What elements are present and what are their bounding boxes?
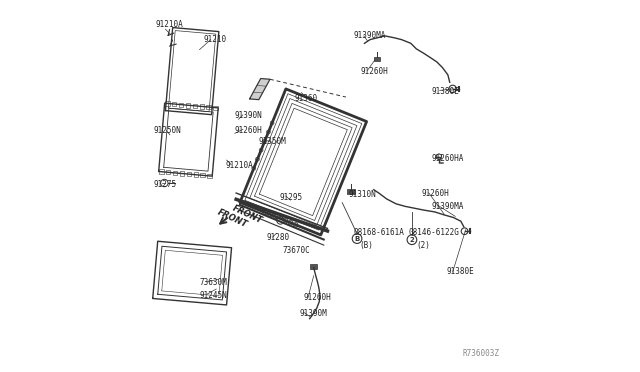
- Circle shape: [289, 221, 293, 225]
- Circle shape: [278, 217, 283, 221]
- Bar: [186, 103, 190, 108]
- Bar: [159, 169, 164, 174]
- Text: 91260HA: 91260HA: [431, 154, 463, 163]
- Circle shape: [161, 179, 168, 187]
- Circle shape: [263, 139, 267, 143]
- Circle shape: [407, 235, 417, 244]
- Circle shape: [276, 217, 284, 224]
- Text: 91390MA: 91390MA: [431, 202, 463, 211]
- Circle shape: [284, 218, 288, 223]
- Text: 08146-6122G: 08146-6122G: [409, 228, 460, 237]
- Polygon shape: [436, 154, 442, 160]
- Circle shape: [255, 157, 259, 161]
- Circle shape: [352, 234, 362, 243]
- Text: 91280: 91280: [266, 233, 289, 243]
- Bar: [200, 173, 205, 177]
- Text: 91390N: 91390N: [235, 111, 262, 120]
- Text: 91310N: 91310N: [349, 190, 377, 199]
- Text: 91260H: 91260H: [361, 67, 388, 76]
- Text: FRONT: FRONT: [216, 207, 248, 229]
- Text: 91210A: 91210A: [155, 20, 183, 29]
- Text: B: B: [355, 235, 360, 242]
- Circle shape: [268, 212, 273, 217]
- Text: 91210A: 91210A: [225, 161, 253, 170]
- Text: (2): (2): [417, 241, 430, 250]
- Text: 91295: 91295: [279, 193, 302, 202]
- Bar: [165, 102, 170, 106]
- Circle shape: [267, 130, 270, 134]
- Circle shape: [270, 121, 274, 125]
- Bar: [193, 104, 197, 108]
- Circle shape: [259, 148, 263, 152]
- Text: 91260H: 91260H: [303, 293, 331, 302]
- Bar: [374, 57, 380, 61]
- Text: (B): (B): [359, 241, 372, 250]
- Text: 91360: 91360: [294, 94, 317, 103]
- Bar: [200, 105, 204, 109]
- Text: 08168-6161A: 08168-6161A: [353, 228, 404, 237]
- Bar: [173, 170, 177, 175]
- Circle shape: [461, 228, 468, 235]
- Text: 73670C: 73670C: [283, 246, 310, 255]
- Text: 91210: 91210: [204, 35, 227, 44]
- Polygon shape: [250, 78, 270, 100]
- Text: 91260H: 91260H: [235, 126, 262, 135]
- Bar: [187, 172, 191, 176]
- Text: 91260H: 91260H: [422, 189, 450, 198]
- Circle shape: [449, 85, 456, 93]
- Circle shape: [294, 222, 298, 227]
- Bar: [179, 103, 183, 107]
- Circle shape: [263, 210, 268, 215]
- Bar: [206, 105, 211, 109]
- Bar: [166, 170, 170, 174]
- Text: 2: 2: [410, 237, 414, 243]
- Bar: [310, 264, 317, 269]
- Bar: [172, 102, 177, 106]
- Circle shape: [252, 166, 255, 170]
- Circle shape: [273, 214, 278, 219]
- Text: 91390MA: 91390MA: [353, 31, 386, 41]
- Bar: [213, 106, 218, 110]
- Text: 91275: 91275: [154, 180, 177, 189]
- Text: 91245N: 91245N: [200, 291, 227, 300]
- Text: 73630M: 73630M: [200, 278, 227, 287]
- Text: FRONT: FRONT: [231, 204, 264, 226]
- Bar: [180, 171, 184, 176]
- Text: 91250N: 91250N: [154, 126, 182, 135]
- Text: 91380E: 91380E: [431, 87, 459, 96]
- Text: 91380E: 91380E: [446, 267, 474, 276]
- Bar: [347, 189, 355, 194]
- Text: 91350M: 91350M: [259, 137, 287, 146]
- Text: R736003Z: R736003Z: [463, 349, 500, 358]
- Text: 91390M: 91390M: [300, 310, 328, 318]
- Bar: [193, 172, 198, 177]
- Bar: [207, 173, 212, 178]
